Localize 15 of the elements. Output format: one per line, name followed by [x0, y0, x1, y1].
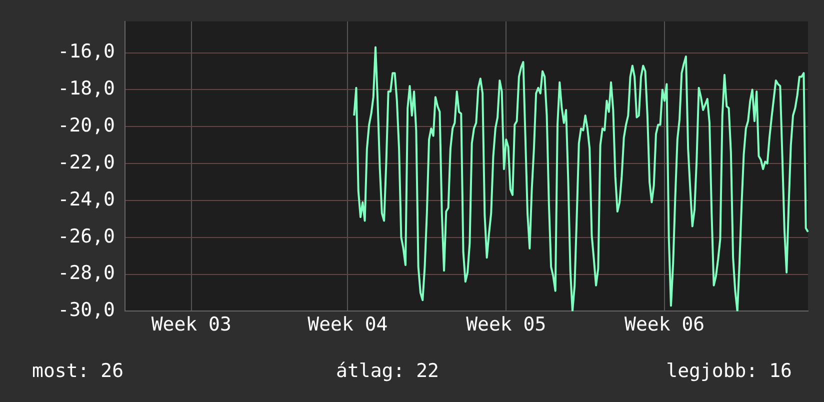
y-tick-label: -24,0 [58, 188, 115, 210]
x-tick-label: Week 04 [308, 314, 388, 336]
x-tick-label: Week 05 [466, 314, 546, 336]
text: legjobb: 16 [666, 360, 792, 382]
y-tick-label: -18,0 [58, 78, 115, 100]
text: most: 26 [32, 360, 124, 382]
y-tick-label: -22,0 [58, 151, 115, 174]
x-tick-label: Week 03 [151, 314, 232, 336]
x-tick-label: Week 06 [624, 314, 705, 336]
y-tick-label: -30,0 [58, 299, 115, 322]
y-tick-label: -16,0 [58, 40, 115, 63]
text: átlag: 22 [336, 360, 439, 382]
y-tick-label: -20,0 [58, 114, 115, 137]
y-tick-label: -26,0 [58, 225, 115, 248]
y-tick-label: -28,0 [58, 262, 115, 284]
